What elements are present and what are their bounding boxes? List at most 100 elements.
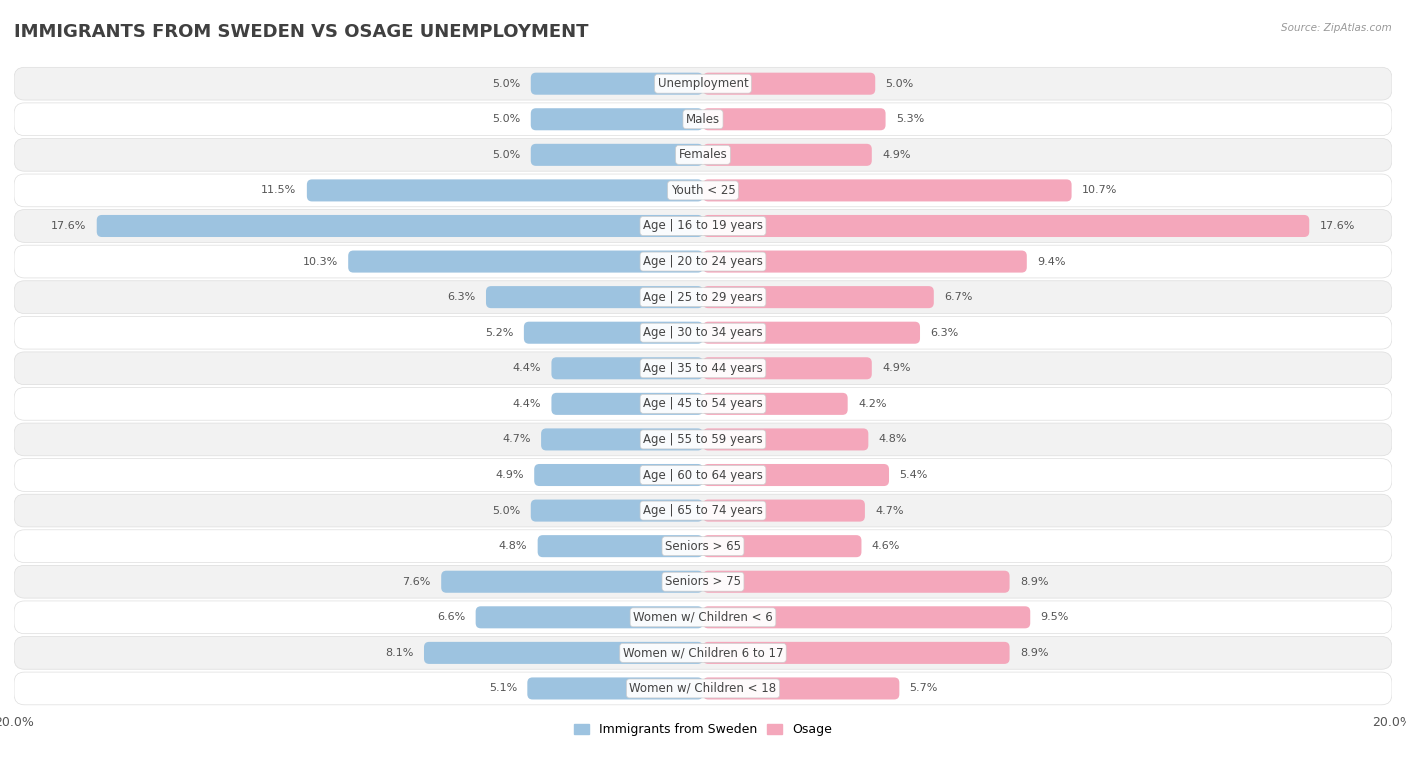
Text: 6.7%: 6.7% [945, 292, 973, 302]
FancyBboxPatch shape [14, 245, 1392, 278]
Text: 4.8%: 4.8% [499, 541, 527, 551]
Text: 9.5%: 9.5% [1040, 612, 1069, 622]
FancyBboxPatch shape [703, 322, 920, 344]
Text: 4.4%: 4.4% [513, 399, 541, 409]
FancyBboxPatch shape [703, 286, 934, 308]
FancyBboxPatch shape [475, 606, 703, 628]
Text: 11.5%: 11.5% [262, 185, 297, 195]
FancyBboxPatch shape [551, 357, 703, 379]
Text: 9.4%: 9.4% [1038, 257, 1066, 266]
FancyBboxPatch shape [531, 108, 703, 130]
FancyBboxPatch shape [703, 464, 889, 486]
FancyBboxPatch shape [14, 139, 1392, 171]
Text: 5.2%: 5.2% [485, 328, 513, 338]
Text: 6.6%: 6.6% [437, 612, 465, 622]
FancyBboxPatch shape [14, 565, 1392, 598]
Text: 5.7%: 5.7% [910, 684, 938, 693]
Text: Women w/ Children < 6: Women w/ Children < 6 [633, 611, 773, 624]
FancyBboxPatch shape [14, 103, 1392, 136]
FancyBboxPatch shape [14, 388, 1392, 420]
FancyBboxPatch shape [14, 672, 1392, 705]
FancyBboxPatch shape [531, 144, 703, 166]
Text: Females: Females [679, 148, 727, 161]
FancyBboxPatch shape [703, 606, 1031, 628]
FancyBboxPatch shape [524, 322, 703, 344]
FancyBboxPatch shape [703, 571, 1010, 593]
Text: Age | 20 to 24 years: Age | 20 to 24 years [643, 255, 763, 268]
FancyBboxPatch shape [14, 494, 1392, 527]
FancyBboxPatch shape [534, 464, 703, 486]
FancyBboxPatch shape [14, 281, 1392, 313]
Text: 10.7%: 10.7% [1083, 185, 1118, 195]
FancyBboxPatch shape [527, 678, 703, 699]
Text: Seniors > 65: Seniors > 65 [665, 540, 741, 553]
Text: Unemployment: Unemployment [658, 77, 748, 90]
FancyBboxPatch shape [531, 73, 703, 95]
Text: 6.3%: 6.3% [931, 328, 959, 338]
FancyBboxPatch shape [486, 286, 703, 308]
Text: 5.0%: 5.0% [492, 506, 520, 516]
FancyBboxPatch shape [703, 678, 900, 699]
Text: 8.1%: 8.1% [385, 648, 413, 658]
Text: Age | 45 to 54 years: Age | 45 to 54 years [643, 397, 763, 410]
Text: Age | 35 to 44 years: Age | 35 to 44 years [643, 362, 763, 375]
Text: Source: ZipAtlas.com: Source: ZipAtlas.com [1281, 23, 1392, 33]
FancyBboxPatch shape [14, 530, 1392, 562]
FancyBboxPatch shape [14, 174, 1392, 207]
Text: 7.6%: 7.6% [402, 577, 430, 587]
FancyBboxPatch shape [703, 357, 872, 379]
Text: IMMIGRANTS FROM SWEDEN VS OSAGE UNEMPLOYMENT: IMMIGRANTS FROM SWEDEN VS OSAGE UNEMPLOY… [14, 23, 589, 41]
Text: Age | 65 to 74 years: Age | 65 to 74 years [643, 504, 763, 517]
FancyBboxPatch shape [14, 459, 1392, 491]
FancyBboxPatch shape [703, 428, 869, 450]
Text: 4.7%: 4.7% [502, 435, 531, 444]
FancyBboxPatch shape [703, 500, 865, 522]
FancyBboxPatch shape [531, 500, 703, 522]
FancyBboxPatch shape [97, 215, 703, 237]
FancyBboxPatch shape [14, 352, 1392, 385]
FancyBboxPatch shape [703, 393, 848, 415]
Text: 5.1%: 5.1% [489, 684, 517, 693]
Text: 8.9%: 8.9% [1019, 648, 1049, 658]
FancyBboxPatch shape [14, 67, 1392, 100]
FancyBboxPatch shape [541, 428, 703, 450]
Text: Age | 16 to 19 years: Age | 16 to 19 years [643, 220, 763, 232]
FancyBboxPatch shape [551, 393, 703, 415]
Text: 10.3%: 10.3% [302, 257, 337, 266]
Text: Age | 55 to 59 years: Age | 55 to 59 years [643, 433, 763, 446]
FancyBboxPatch shape [537, 535, 703, 557]
Text: Seniors > 75: Seniors > 75 [665, 575, 741, 588]
Text: 5.3%: 5.3% [896, 114, 924, 124]
FancyBboxPatch shape [349, 251, 703, 273]
Text: Youth < 25: Youth < 25 [671, 184, 735, 197]
Text: 4.6%: 4.6% [872, 541, 900, 551]
FancyBboxPatch shape [441, 571, 703, 593]
Text: Women w/ Children < 18: Women w/ Children < 18 [630, 682, 776, 695]
FancyBboxPatch shape [14, 423, 1392, 456]
FancyBboxPatch shape [307, 179, 703, 201]
Text: 6.3%: 6.3% [447, 292, 475, 302]
Legend: Immigrants from Sweden, Osage: Immigrants from Sweden, Osage [569, 718, 837, 741]
FancyBboxPatch shape [14, 601, 1392, 634]
Text: Age | 30 to 34 years: Age | 30 to 34 years [643, 326, 763, 339]
Text: 5.0%: 5.0% [886, 79, 914, 89]
Text: 4.9%: 4.9% [495, 470, 524, 480]
Text: 5.0%: 5.0% [492, 114, 520, 124]
FancyBboxPatch shape [703, 73, 875, 95]
FancyBboxPatch shape [703, 108, 886, 130]
Text: 4.9%: 4.9% [882, 150, 911, 160]
Text: 5.4%: 5.4% [900, 470, 928, 480]
Text: 4.4%: 4.4% [513, 363, 541, 373]
Text: Males: Males [686, 113, 720, 126]
FancyBboxPatch shape [703, 215, 1309, 237]
Text: 4.2%: 4.2% [858, 399, 887, 409]
Text: 5.0%: 5.0% [492, 150, 520, 160]
FancyBboxPatch shape [703, 535, 862, 557]
FancyBboxPatch shape [14, 316, 1392, 349]
FancyBboxPatch shape [14, 210, 1392, 242]
Text: 5.0%: 5.0% [492, 79, 520, 89]
FancyBboxPatch shape [425, 642, 703, 664]
FancyBboxPatch shape [703, 179, 1071, 201]
FancyBboxPatch shape [14, 637, 1392, 669]
FancyBboxPatch shape [703, 144, 872, 166]
